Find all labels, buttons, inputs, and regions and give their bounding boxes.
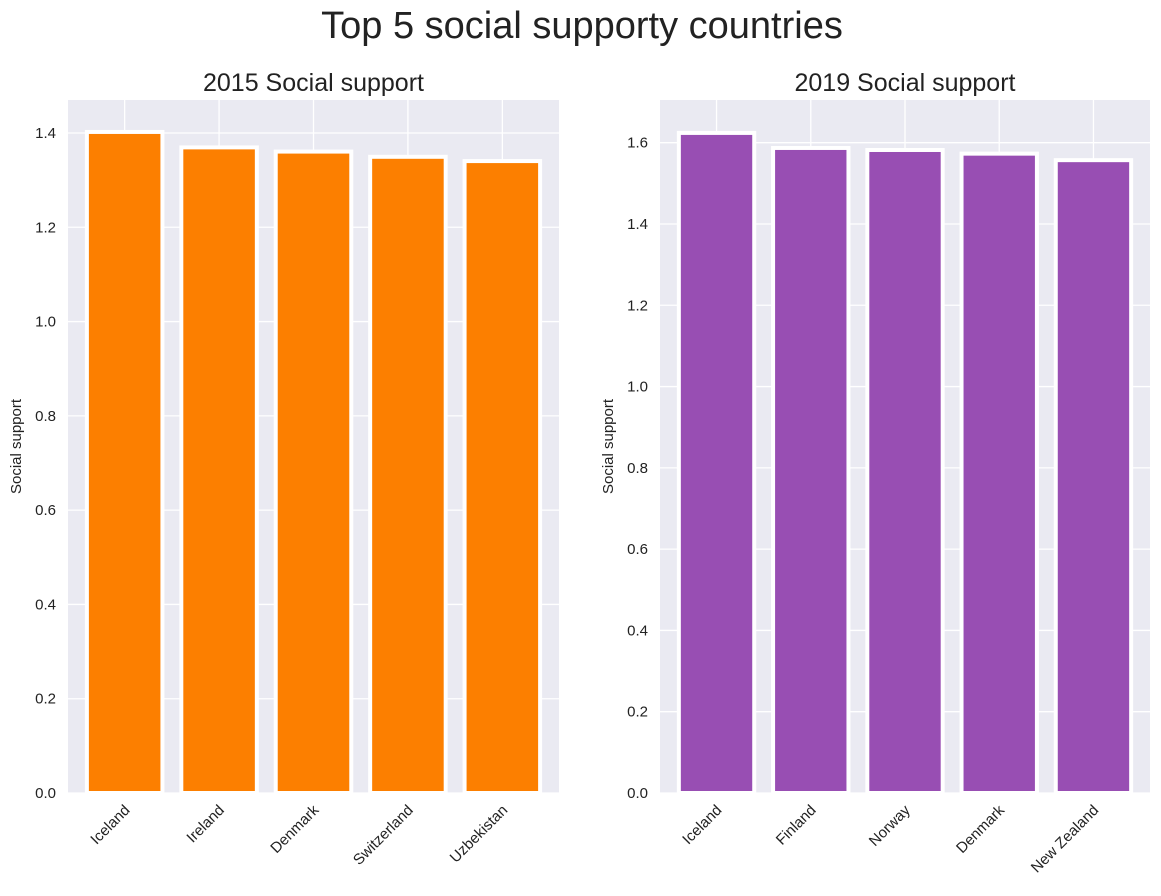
y-tick-label: 1.2 <box>35 219 56 236</box>
bar-finland <box>771 145 851 795</box>
x-tick-label: Iceland <box>87 802 133 848</box>
bar-uzbekistan <box>462 159 543 795</box>
y-tick-label: 0.6 <box>627 541 648 558</box>
y-axis-label: Social support <box>600 398 617 494</box>
y-tick-label: 0.0 <box>627 785 648 802</box>
y-tick-label: 1.4 <box>35 125 56 142</box>
x-tick-labels: Iceland Finland Norway Denmark New Zealand <box>679 801 1102 876</box>
x-tick-label: Norway <box>866 801 914 849</box>
suptitle: Top 5 social supporty countries <box>321 5 843 47</box>
x-tick-label: Switzerland <box>350 802 417 869</box>
bar-norway <box>865 147 945 796</box>
chart-2015: 0.0 0.2 0.4 0.6 0.8 1.0 1.2 1.4 Iceland Ireland D… <box>8 69 559 869</box>
y-tick-label: 0.0 <box>35 785 56 802</box>
y-tick-label: 0.2 <box>35 691 56 708</box>
y-tick-label: 0.8 <box>627 460 648 477</box>
y-tick-label: 1.6 <box>627 135 648 152</box>
chart-2019: 0.0 0.2 0.4 0.6 0.8 1.0 1.2 1.4 1.6 Iceland Finla… <box>600 69 1150 876</box>
y-tick-label: 0.4 <box>35 596 56 613</box>
y-tick-labels: 0.0 0.2 0.4 0.6 0.8 1.0 1.2 1.4 <box>35 125 56 802</box>
y-tick-label: 0.4 <box>627 622 648 639</box>
bar-switzerland <box>368 154 448 795</box>
y-tick-label: 1.0 <box>35 314 56 331</box>
y-tick-label: 0.2 <box>627 704 648 721</box>
y-tick-label: 1.4 <box>627 216 648 233</box>
y-tick-labels: 0.0 0.2 0.4 0.6 0.8 1.0 1.2 1.4 1.6 <box>627 135 648 802</box>
chart-title: 2019 Social support <box>795 69 1016 97</box>
y-tick-label: 0.8 <box>35 408 56 425</box>
x-tick-label: Denmark <box>267 801 322 856</box>
bars <box>84 129 543 795</box>
bar-ireland <box>179 145 259 795</box>
x-tick-label: Ireland <box>183 802 227 846</box>
y-tick-label: 0.6 <box>35 502 56 519</box>
x-tick-labels: Iceland Ireland Denmark Switzerland Uzbekist… <box>87 801 511 868</box>
y-axis-label: Social support <box>8 398 25 494</box>
x-tick-label: Finland <box>773 802 820 849</box>
x-tick-label: Denmark <box>953 801 1008 856</box>
bar-denmark <box>273 149 354 795</box>
y-tick-label: 1.0 <box>627 379 648 396</box>
bar-iceland <box>84 129 165 795</box>
x-tick-label: Iceland <box>679 802 725 848</box>
chart-title: 2015 Social support <box>203 69 424 97</box>
bar-iceland <box>676 130 757 795</box>
bars <box>676 130 1134 796</box>
bar-denmark <box>959 151 1039 795</box>
x-tick-label: Uzbekistan <box>447 802 511 866</box>
bar-new-zealand <box>1053 158 1134 795</box>
x-tick-label: New Zealand <box>1028 802 1103 877</box>
y-tick-label: 1.2 <box>627 297 648 314</box>
